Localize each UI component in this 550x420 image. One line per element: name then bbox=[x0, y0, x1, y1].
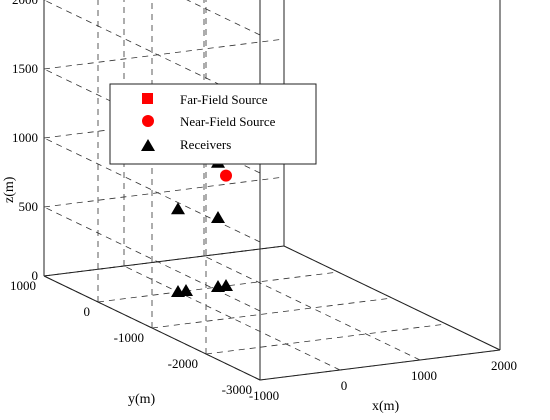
x-tick-label: 2000 bbox=[491, 358, 517, 373]
y-tick-label: -2000 bbox=[168, 356, 198, 371]
legend-near-field-label: Near-Field Source bbox=[180, 114, 276, 129]
legend-triangle-marker bbox=[141, 139, 155, 151]
z-tick-label: 500 bbox=[19, 199, 39, 214]
axis-box-edge bbox=[283, 245, 501, 351]
grid-line-back-z bbox=[43, 38, 285, 70]
grid-line-side-z bbox=[43, 0, 261, 105]
tick-labels: -1000010002000-3000-2000-100001000050010… bbox=[10, 0, 517, 403]
y-tick-label: 1000 bbox=[10, 278, 36, 293]
axis-box-edge bbox=[259, 349, 501, 381]
grid-line-floor-y bbox=[151, 297, 393, 329]
z-tick-label: 1500 bbox=[12, 61, 38, 76]
grid-line-floor-x bbox=[203, 255, 421, 361]
grid-line-side-z bbox=[43, 68, 261, 174]
x-axis-label: x(m) bbox=[372, 399, 400, 414]
x-tick-label: -1000 bbox=[249, 388, 279, 403]
y-tick-label: -1000 bbox=[114, 330, 144, 345]
z-tick-label: 1000 bbox=[12, 130, 38, 145]
axis-box-edge bbox=[43, 275, 261, 381]
legend-receivers-label: Receivers bbox=[180, 137, 231, 152]
grid-line-floor-y bbox=[205, 323, 447, 355]
z-axis-label: z(m) bbox=[2, 176, 17, 203]
z-tick-label: 2000 bbox=[12, 0, 38, 7]
grid-line-floor-y bbox=[97, 271, 339, 303]
receiver-marker bbox=[219, 279, 233, 291]
grid-line-side-z bbox=[43, 137, 261, 243]
receiver-marker bbox=[179, 284, 193, 296]
grid-line-side-z bbox=[43, 206, 261, 312]
legend-square-marker bbox=[142, 93, 153, 104]
grid-lines bbox=[43, 0, 501, 381]
near-field-source-marker bbox=[220, 169, 232, 182]
legend-circle-marker bbox=[142, 115, 154, 127]
legend: Far-Field Source Near-Field Source Recei… bbox=[109, 83, 317, 165]
y-axis-label: y(m) bbox=[128, 392, 156, 407]
legend-far-field-label: Far-Field Source bbox=[180, 92, 268, 107]
grid-line-floor-x bbox=[123, 265, 341, 371]
receiver-marker bbox=[211, 211, 225, 223]
axis-box-edge bbox=[43, 245, 285, 277]
y-tick-label: -3000 bbox=[222, 382, 252, 397]
x-tick-label: 0 bbox=[341, 378, 348, 393]
receiver-marker bbox=[171, 202, 185, 215]
x-tick-label: 1000 bbox=[411, 368, 437, 383]
y-tick-label: 0 bbox=[84, 304, 91, 319]
z-tick-label: 0 bbox=[32, 268, 39, 283]
axes bbox=[43, 0, 501, 381]
grid-line-back-z bbox=[43, 176, 285, 208]
